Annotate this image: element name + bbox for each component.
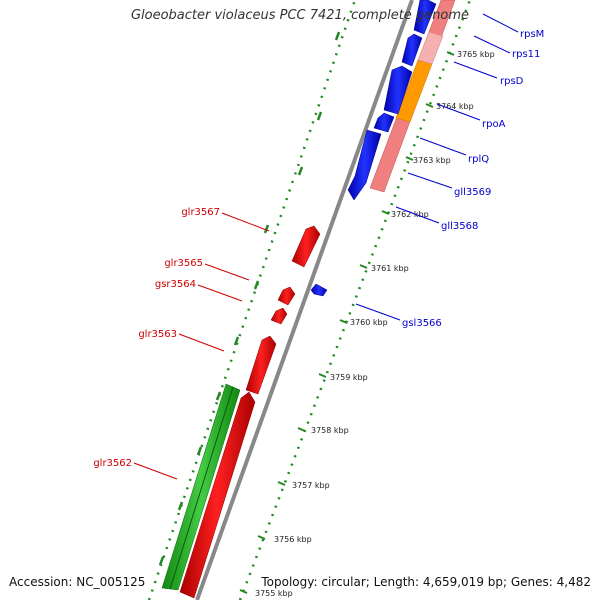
scale-label: 3756 kbp — [274, 535, 312, 544]
topology-text: Topology: circular; Length: 4,659,019 bp… — [261, 575, 591, 589]
scale-label: 3761 kbp — [371, 264, 409, 273]
gene-gsl3566[interactable] — [310, 283, 328, 297]
accession-text: Accession: NC_005125 — [9, 575, 146, 589]
gene-label-gsr3564: gsr3564 — [155, 279, 196, 290]
scale-label: 3757 kbp — [292, 481, 330, 490]
gene-glr3563[interactable] — [245, 335, 277, 395]
genome-title: Gloeobacter violaceus PCC 7421, complete… — [130, 8, 470, 23]
scale-label: 3755 kbp — [255, 589, 293, 598]
scale-labels: 3765 kbp 3764 kbp 3763 kbp 3762 kbp 3761… — [239, 50, 495, 598]
gene-glr3562-rna[interactable] — [161, 383, 241, 591]
scale-label: 3763 kbp — [413, 156, 451, 165]
outer-tick-marks — [158, 31, 341, 566]
gene-label-rpsM: rpsM — [520, 29, 544, 40]
gene-rpsD[interactable] — [413, 0, 437, 35]
gene-gll3569[interactable] — [373, 112, 395, 133]
gene-label-glr3567: glr3567 — [181, 207, 220, 218]
gene-glr3562[interactable] — [179, 391, 256, 599]
pink-light-segment[interactable] — [417, 31, 444, 65]
gene-label-gll3568: gll3568 — [441, 221, 478, 232]
gene-label-glr3563: glr3563 — [138, 329, 177, 340]
scale-label: 3760 kbp — [350, 318, 388, 327]
scale-label: 3759 kbp — [330, 373, 368, 382]
gene-label-glr3562: glr3562 — [93, 458, 132, 469]
gene-rplQ[interactable] — [383, 65, 413, 115]
gene-label-rpsD: rpsD — [500, 76, 524, 87]
scale-label: 3762 kbp — [391, 210, 429, 219]
gene-label-glr3565: glr3565 — [164, 258, 203, 269]
inner-dot-track — [238, 0, 472, 600]
gene-label-gll3569: gll3569 — [454, 187, 491, 198]
gene-label-rpoA: rpoA — [482, 119, 506, 130]
genome-backbone — [195, 0, 414, 600]
gene-label-rplQ: rplQ — [468, 154, 489, 165]
gene-rpoA[interactable] — [401, 33, 423, 67]
reverse-gene-labels: rpsM rps11 rpsD rpoA rplQ gll3569 gll356… — [355, 13, 544, 329]
gene-label-rps11: rps11 — [512, 49, 540, 60]
forward-gene-labels: glr3567 glr3565 gsr3564 glr3563 glr3562 — [93, 207, 270, 480]
scale-label: 3765 kbp — [457, 50, 495, 59]
gene-gsr3564[interactable] — [270, 307, 288, 325]
scale-label: 3758 kbp — [311, 426, 349, 435]
gene-glr3567[interactable] — [291, 225, 321, 268]
gene-gll3568[interactable] — [347, 129, 382, 201]
gene-glr3565[interactable] — [277, 286, 296, 306]
scale-label: 3764 kbp — [436, 102, 474, 111]
gene-label-gsl3566: gsl3566 — [402, 318, 442, 329]
